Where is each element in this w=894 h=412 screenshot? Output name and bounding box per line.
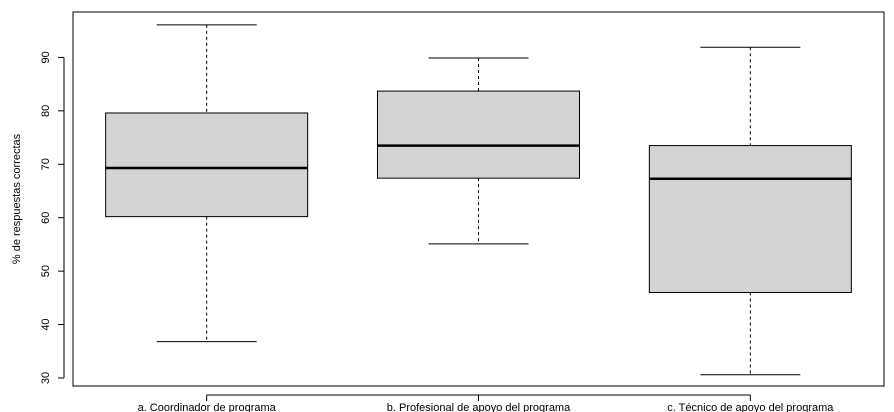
y-tick-label: 40 [40,318,52,330]
box-1 [105,24,309,343]
box-2 [377,57,580,245]
boxes-group [105,24,852,376]
iqr-box [105,112,309,218]
x-category-label: a. Coordinador de programa [138,402,277,412]
y-tick-label: 70 [40,158,52,170]
x-category-label: b. Profesional de apoyo del programa [387,402,571,412]
y-tick-label: 90 [40,51,52,63]
iqr-box [377,90,580,179]
y-axis: 30 40 50 60 70 80 90 [40,51,65,384]
y-axis-label: % de respuestas correctas [11,133,23,264]
iqr-box [648,145,852,293]
y-tick-label: 50 [40,265,52,277]
x-axis: a. Coordinador de programa b. Profesional… [138,394,834,412]
y-tick-label: 30 [40,372,52,384]
box-3 [648,46,852,376]
plot-frame [72,11,885,387]
y-tick-label: 60 [40,212,52,224]
x-category-label: c. Técnico de apoyo del programa [667,402,834,412]
y-tick-label: 80 [40,105,52,117]
